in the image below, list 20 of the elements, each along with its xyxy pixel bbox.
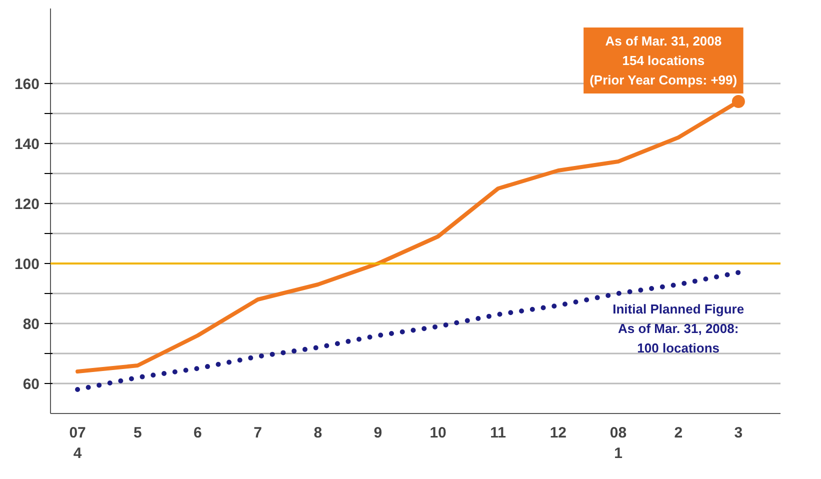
y-tick-label: 120 [14, 196, 40, 213]
y-tick-label: 160 [14, 76, 40, 93]
x-tick-label: 9 [374, 424, 382, 442]
x-tick-label: 10 [430, 424, 446, 442]
y-tick-label: 100 [14, 256, 40, 273]
x-tick-label: 11 [490, 424, 506, 442]
x-tick-label: 2 [674, 424, 683, 442]
x-tick-label: 5 [133, 424, 142, 442]
y-tick-label: 80 [22, 316, 40, 333]
y-tick-label: 140 [14, 136, 40, 153]
annotation: As of Mar. 31, 2008 154 locations (Prior Year Comps: +99) [590, 34, 738, 88]
x-tick-label: 07 4 [69, 424, 86, 462]
x-tick-label: 6 [194, 424, 202, 442]
x-tick-label: 8 [314, 424, 322, 442]
y-tick-label: 60 [22, 376, 40, 393]
x-tick-label: 7 [254, 424, 262, 442]
x-tick-label: 3 [734, 424, 743, 442]
annotation: Initial Planned Figure As of Mar. 31, 2008: 100 locations [612, 302, 744, 356]
x-tick-label: 12 [550, 424, 567, 442]
x-tick-label: 08 1 [610, 424, 627, 462]
